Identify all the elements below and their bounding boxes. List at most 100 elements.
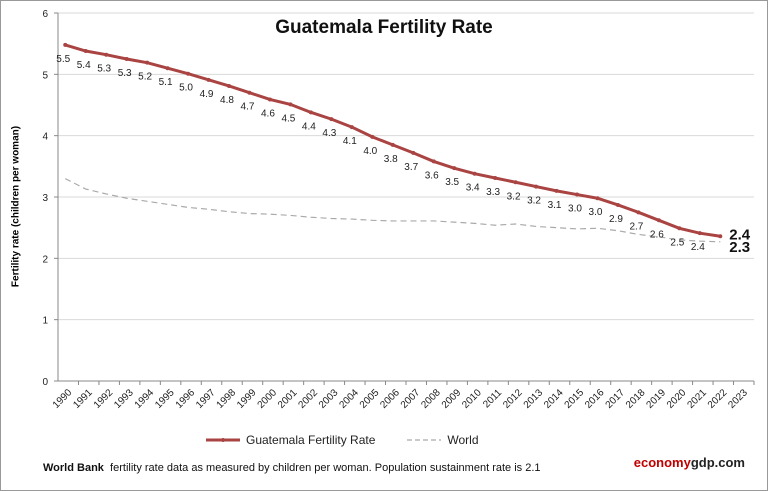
world-end-label: 2.3: [729, 239, 750, 256]
data-label: 4.5: [281, 113, 295, 124]
data-label: 3.1: [548, 200, 562, 211]
data-label: 5.1: [159, 77, 173, 88]
guatemala-point: [554, 188, 559, 193]
data-label: 3.0: [568, 204, 582, 215]
guatemala-point: [206, 77, 211, 82]
data-label: 4.4: [302, 121, 316, 132]
x-tick-label: 2002: [296, 387, 320, 411]
footer-note: World Bank fertility rate data as measur…: [43, 462, 541, 474]
data-label: 4.1: [343, 136, 357, 147]
data-label: 5.2: [138, 72, 152, 83]
data-label: 3.4: [466, 183, 480, 194]
x-tick-label: 2017: [604, 387, 628, 411]
data-label: 5.3: [118, 68, 132, 79]
x-tick-label: 2016: [583, 387, 607, 411]
legend-guatemala-label: Guatemala Fertility Rate: [246, 433, 376, 447]
x-tick-label: 2015: [563, 387, 587, 411]
guatemala-point: [697, 231, 702, 236]
data-label: 3.0: [589, 207, 603, 218]
x-tick-label: 1992: [92, 387, 116, 411]
x-tick-label: 2021: [685, 387, 709, 411]
brand-part1: economy: [633, 455, 691, 470]
guatemala-point: [677, 226, 682, 231]
x-tick-label: 2012: [501, 387, 525, 411]
data-label: 3.7: [404, 162, 418, 173]
data-label: 3.2: [507, 191, 521, 202]
data-label: 3.3: [486, 187, 500, 198]
guatemala-point: [595, 196, 600, 201]
data-label: 4.3: [322, 128, 336, 139]
x-tick-label: 1994: [133, 387, 157, 411]
x-tick-label: 2000: [256, 387, 280, 411]
data-label: 2.4: [691, 242, 705, 253]
y-tick-label: 5: [42, 70, 48, 81]
data-label: 4.0: [363, 146, 377, 157]
y-tick-label: 6: [42, 9, 48, 20]
guatemala-point: [349, 125, 354, 130]
x-tick-label: 2022: [706, 387, 730, 411]
guatemala-point: [308, 110, 313, 115]
series-world-line: [64, 178, 721, 243]
guatemala-point: [493, 175, 498, 180]
x-tick-label: 2020: [665, 387, 689, 411]
x-tick-label: 1997: [194, 387, 218, 411]
guatemala-point: [247, 90, 252, 95]
x-tick-label: 2023: [726, 387, 750, 411]
footer-source: World Bank: [43, 462, 104, 474]
guatemala-point: [186, 71, 191, 76]
y-tick-label: 3: [42, 193, 48, 204]
x-tick-label: 1993: [112, 387, 136, 411]
data-label: 3.6: [425, 170, 439, 181]
guatemala-point: [411, 150, 416, 155]
chart-title: Guatemala Fertility Rate: [275, 17, 493, 38]
x-tick-label: 2009: [440, 387, 464, 411]
data-label: 3.2: [527, 196, 541, 207]
data-label: 5.0: [179, 83, 193, 94]
data-label: 3.8: [384, 154, 398, 165]
x-tick-label: 2007: [399, 387, 423, 411]
data-label: 4.6: [261, 108, 275, 119]
guatemala-point: [656, 218, 661, 223]
legend: Guatemala Fertility Rate World: [206, 433, 479, 447]
guatemala-point: [63, 42, 68, 47]
guatemala-point: [124, 57, 129, 61]
footer-text: fertility rate data as measured by child…: [110, 462, 541, 474]
x-tick-label: 1990: [51, 387, 75, 411]
x-tick-label: 1998: [215, 387, 239, 411]
brand-part2: gdp.com: [690, 455, 745, 470]
data-label: 4.9: [200, 89, 214, 100]
guatemala-point: [267, 97, 272, 102]
guatemala-point: [636, 210, 641, 215]
guatemala-point: [104, 52, 109, 57]
data-label: 2.7: [629, 221, 643, 232]
data-label: 2.5: [670, 237, 684, 248]
x-tick-label: 2019: [644, 387, 668, 411]
guatemala-point: [534, 184, 539, 189]
x-tick-label: 2005: [358, 387, 382, 411]
x-tick-label: 2010: [460, 387, 484, 411]
y-tick-label: 2: [42, 254, 48, 265]
y-tick-label: 1: [42, 316, 48, 327]
x-tick-label: 1996: [174, 387, 198, 411]
y-axis-label: Fertility rate (children per woman): [10, 125, 22, 288]
y-tick-label: 0: [42, 377, 48, 388]
legend-world-label: World: [447, 433, 479, 447]
guatemala-point: [513, 180, 518, 185]
data-label: 4.7: [241, 102, 255, 113]
y-tick-label: 4: [42, 132, 48, 143]
x-tick-label: 2001: [276, 387, 300, 411]
x-tick-label: 1991: [71, 387, 95, 411]
x-tick-label: 2014: [542, 387, 566, 411]
legend-guatemala-swatch: [206, 438, 240, 442]
guatemala-point: [575, 192, 579, 197]
x-tick-label: 2013: [522, 387, 546, 411]
guatemala-point: [390, 142, 395, 147]
x-tick-label: 1995: [153, 387, 177, 411]
x-tick-label: 2004: [337, 387, 361, 411]
data-label: 5.4: [77, 60, 91, 71]
x-tick-label: 2008: [419, 387, 443, 411]
brand-logo[interactable]: economygdp.com: [634, 455, 745, 470]
data-label: 2.4: [729, 226, 751, 243]
